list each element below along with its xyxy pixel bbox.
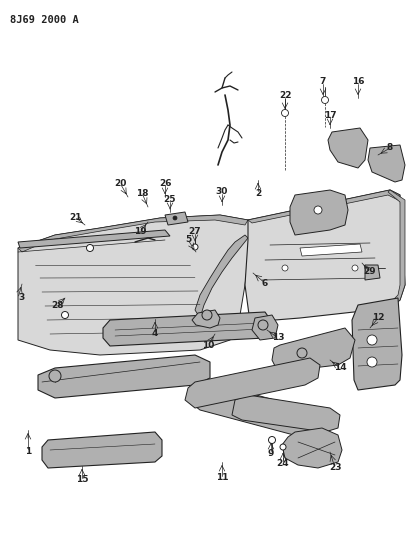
Text: 16: 16 xyxy=(352,77,364,86)
Circle shape xyxy=(280,444,286,450)
Text: 27: 27 xyxy=(189,228,201,237)
Polygon shape xyxy=(18,230,170,248)
Text: 11: 11 xyxy=(216,473,228,482)
Circle shape xyxy=(314,206,322,214)
Circle shape xyxy=(173,216,177,220)
Polygon shape xyxy=(290,190,348,235)
Polygon shape xyxy=(42,432,162,468)
Polygon shape xyxy=(300,244,362,256)
Circle shape xyxy=(352,265,358,271)
Circle shape xyxy=(282,265,288,271)
Polygon shape xyxy=(328,128,368,168)
Text: 18: 18 xyxy=(136,189,148,198)
Text: 8: 8 xyxy=(387,143,393,152)
Circle shape xyxy=(258,320,268,330)
Polygon shape xyxy=(365,265,380,280)
Circle shape xyxy=(192,244,198,250)
Polygon shape xyxy=(103,312,272,346)
Circle shape xyxy=(281,109,288,117)
Text: 2: 2 xyxy=(255,189,261,198)
Text: 21: 21 xyxy=(69,213,81,222)
Text: 5: 5 xyxy=(185,236,191,245)
Text: 24: 24 xyxy=(276,458,289,467)
Polygon shape xyxy=(195,235,248,318)
Polygon shape xyxy=(282,428,342,468)
Polygon shape xyxy=(245,190,405,322)
Text: 20: 20 xyxy=(114,179,126,188)
Text: 28: 28 xyxy=(52,301,64,310)
Polygon shape xyxy=(232,395,340,432)
Text: 6: 6 xyxy=(262,279,268,287)
Polygon shape xyxy=(18,215,248,252)
Text: 3: 3 xyxy=(18,294,24,303)
Circle shape xyxy=(86,245,94,252)
Polygon shape xyxy=(165,212,188,225)
Polygon shape xyxy=(38,355,210,398)
Text: 23: 23 xyxy=(329,464,341,472)
Text: 30: 30 xyxy=(216,188,228,197)
Text: 26: 26 xyxy=(159,179,171,188)
Circle shape xyxy=(61,311,68,319)
Text: 4: 4 xyxy=(152,328,158,337)
Text: 7: 7 xyxy=(320,77,326,86)
Polygon shape xyxy=(185,358,320,408)
Circle shape xyxy=(49,370,61,382)
Polygon shape xyxy=(352,298,402,390)
Polygon shape xyxy=(192,310,220,328)
Polygon shape xyxy=(252,315,278,340)
Circle shape xyxy=(297,348,307,358)
Circle shape xyxy=(367,357,377,367)
Polygon shape xyxy=(388,190,405,308)
Polygon shape xyxy=(272,328,355,372)
Text: 12: 12 xyxy=(372,313,384,322)
Text: 9: 9 xyxy=(268,448,274,457)
Text: 1: 1 xyxy=(25,448,31,456)
Text: 29: 29 xyxy=(364,268,376,277)
Text: 22: 22 xyxy=(279,91,291,100)
Circle shape xyxy=(321,96,328,103)
Text: 19: 19 xyxy=(134,228,146,237)
Polygon shape xyxy=(368,145,405,182)
Circle shape xyxy=(202,310,212,320)
Text: 10: 10 xyxy=(202,341,214,350)
Polygon shape xyxy=(248,190,400,223)
Text: 15: 15 xyxy=(76,475,88,484)
Polygon shape xyxy=(190,382,320,438)
Text: 17: 17 xyxy=(324,110,336,119)
Text: 14: 14 xyxy=(334,364,346,373)
Polygon shape xyxy=(18,215,252,355)
Circle shape xyxy=(268,437,276,443)
Text: 8J69 2000 A: 8J69 2000 A xyxy=(10,15,79,25)
Circle shape xyxy=(367,335,377,345)
Text: 25: 25 xyxy=(164,196,176,205)
Text: 13: 13 xyxy=(272,334,284,343)
